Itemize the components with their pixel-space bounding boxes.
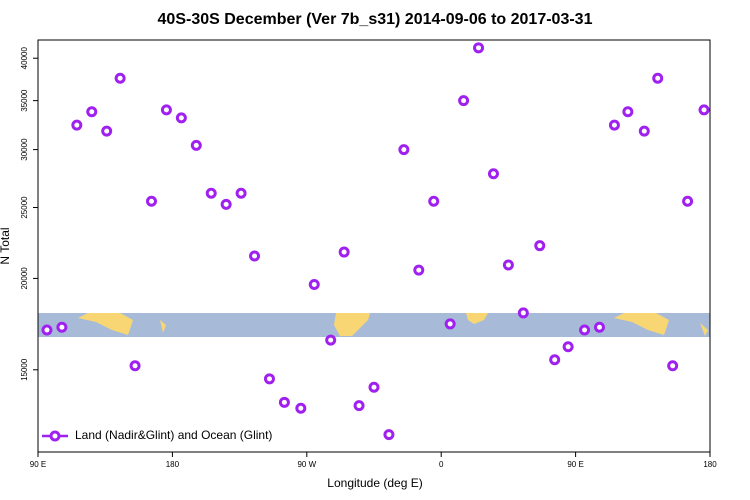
point bbox=[145, 195, 157, 207]
point bbox=[41, 324, 53, 336]
point bbox=[160, 104, 172, 116]
legend-label: Land (Nadir&Glint) and Ocean (Glint) bbox=[75, 428, 272, 442]
point bbox=[278, 396, 290, 408]
point bbox=[114, 72, 126, 84]
point bbox=[353, 400, 365, 412]
point bbox=[220, 198, 232, 210]
ocean-band bbox=[38, 313, 710, 337]
point bbox=[235, 187, 247, 199]
land bbox=[160, 320, 166, 333]
point bbox=[579, 324, 591, 336]
point bbox=[698, 104, 710, 116]
point bbox=[549, 354, 561, 366]
point bbox=[487, 168, 499, 180]
point bbox=[473, 42, 485, 54]
point bbox=[593, 321, 605, 333]
point bbox=[71, 119, 83, 131]
point bbox=[56, 321, 68, 333]
x-axis-label: Longitude (deg E) bbox=[327, 476, 422, 490]
y-tick-label: 40000 bbox=[20, 47, 29, 70]
point bbox=[682, 195, 694, 207]
point bbox=[249, 250, 261, 262]
point bbox=[325, 334, 337, 346]
point bbox=[534, 240, 546, 252]
x-tick-label: 90 W bbox=[297, 460, 316, 469]
point bbox=[622, 106, 634, 118]
point bbox=[129, 360, 141, 372]
point bbox=[308, 278, 320, 290]
point bbox=[175, 112, 187, 124]
point bbox=[517, 307, 529, 319]
point bbox=[368, 381, 380, 393]
land bbox=[700, 323, 708, 336]
legend-marker bbox=[49, 430, 61, 442]
point bbox=[608, 119, 620, 131]
y-tick-label: 20000 bbox=[20, 267, 29, 290]
point bbox=[652, 72, 664, 84]
point bbox=[413, 264, 425, 276]
y-tick-label: 35000 bbox=[20, 89, 29, 112]
land bbox=[334, 313, 370, 336]
point bbox=[444, 318, 456, 330]
map-strip bbox=[38, 313, 710, 337]
point bbox=[562, 341, 574, 353]
point bbox=[263, 373, 275, 385]
land bbox=[614, 313, 669, 335]
x-tick-label: 90 E bbox=[567, 460, 583, 469]
land bbox=[466, 313, 488, 324]
point bbox=[205, 187, 217, 199]
point bbox=[86, 106, 98, 118]
point bbox=[190, 139, 202, 151]
y-tick-label: 15000 bbox=[20, 358, 29, 381]
plot-frame bbox=[37, 39, 711, 453]
point bbox=[383, 429, 395, 441]
x-tick-label: 180 bbox=[703, 460, 717, 469]
x-tick-label: 0 bbox=[439, 460, 444, 469]
y-axis-label: N Total bbox=[0, 227, 12, 264]
point bbox=[502, 259, 514, 271]
land bbox=[78, 313, 133, 335]
chart-title: 40S-30S December (Ver 7b_s31) 2014-09-06… bbox=[158, 11, 593, 28]
point bbox=[295, 402, 307, 414]
y-tick-label: 25000 bbox=[20, 196, 29, 219]
y-tick-label: 30000 bbox=[20, 138, 29, 161]
point bbox=[428, 195, 440, 207]
point bbox=[458, 95, 470, 107]
point bbox=[398, 144, 410, 156]
point bbox=[667, 360, 679, 372]
x-tick-label: 90 E bbox=[30, 460, 46, 469]
point bbox=[638, 125, 650, 137]
point bbox=[338, 246, 350, 258]
point bbox=[101, 125, 113, 137]
x-tick-label: 180 bbox=[166, 460, 180, 469]
